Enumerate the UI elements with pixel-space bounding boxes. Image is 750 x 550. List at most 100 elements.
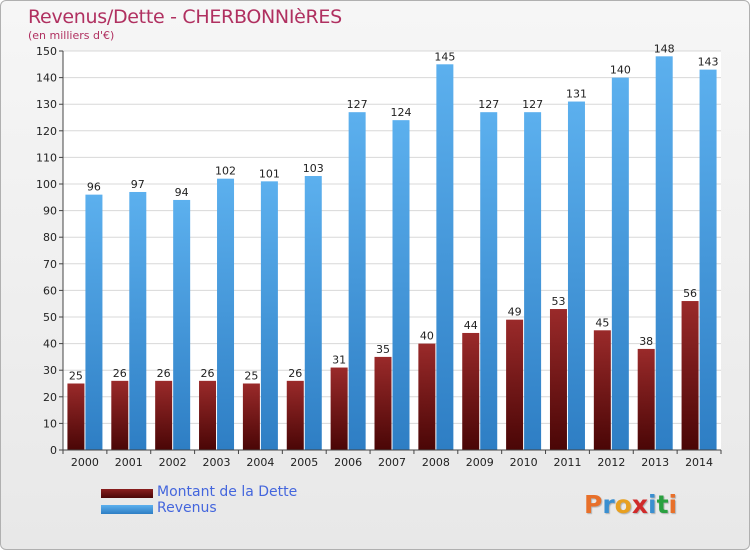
data-label-dette: 26 (288, 367, 302, 380)
y-tick-label: 30 (43, 364, 57, 377)
data-label-revenus: 143 (698, 56, 719, 69)
x-tick-label: 2014 (685, 456, 713, 469)
bar-dette (374, 356, 392, 450)
logo-letter: x (631, 490, 648, 519)
logo-letter: i (668, 490, 678, 519)
y-tick-label: 60 (43, 284, 57, 297)
y-tick-label: 0 (50, 444, 57, 457)
bar-revenus (436, 64, 454, 451)
y-tick-label: 10 (43, 417, 57, 430)
bar-revenus (480, 112, 498, 451)
data-label-revenus: 131 (566, 88, 587, 101)
bar-revenus (348, 112, 366, 451)
x-tick-label: 2008 (422, 456, 450, 469)
x-tick-label: 2004 (246, 456, 274, 469)
x-tick-label: 2007 (378, 456, 406, 469)
data-label-dette: 26 (157, 367, 171, 380)
data-label-revenus: 127 (478, 98, 499, 111)
x-tick-label: 2006 (334, 456, 362, 469)
bar-dette (637, 348, 655, 450)
data-label-dette: 31 (332, 354, 346, 367)
bar-revenus (85, 194, 103, 450)
data-label-revenus: 145 (434, 50, 455, 63)
legend-swatch-dette (101, 489, 153, 498)
data-label-dette: 25 (244, 370, 258, 383)
data-label-revenus: 96 (87, 181, 101, 194)
bar-revenus (260, 181, 278, 450)
y-tick-label: 120 (36, 125, 57, 138)
data-label-dette: 56 (683, 287, 697, 300)
data-label-revenus: 94 (175, 186, 189, 199)
y-tick-label: 110 (36, 151, 57, 164)
bar-revenus (173, 199, 191, 450)
legend-label-revenus: Revenus (157, 500, 217, 516)
data-label-revenus: 127 (347, 98, 368, 111)
data-label-revenus: 101 (259, 167, 280, 180)
x-tick-label: 2005 (290, 456, 318, 469)
y-tick-label: 150 (36, 45, 57, 58)
x-tick-label: 2013 (641, 456, 669, 469)
bar-dette (111, 380, 129, 450)
bar-dette (286, 380, 304, 450)
bar-dette (155, 380, 173, 450)
data-label-revenus: 97 (131, 178, 145, 191)
x-tick-label: 2012 (597, 456, 625, 469)
data-label-revenus: 148 (654, 42, 675, 55)
plot-area (63, 51, 721, 450)
legend-label-dette: Montant de la Dette (157, 484, 298, 500)
data-label-revenus: 124 (391, 106, 412, 119)
proxiti-logo: Proxiti (584, 490, 677, 519)
y-tick-label: 130 (36, 98, 57, 111)
logo-letter: t (656, 490, 669, 519)
data-label-revenus: 127 (522, 98, 543, 111)
bar-revenus (217, 178, 235, 450)
bar-dette (418, 343, 436, 450)
x-tick-label: 2009 (466, 456, 494, 469)
bar-revenus (392, 120, 410, 450)
y-tick-label: 90 (43, 205, 57, 218)
logo-letter: P (584, 490, 603, 519)
data-label-dette: 35 (376, 343, 390, 356)
data-label-revenus: 140 (610, 64, 631, 77)
y-tick-label: 50 (43, 311, 57, 324)
x-tick-label: 2010 (510, 456, 538, 469)
data-label-dette: 25 (69, 370, 83, 383)
bar-revenus (611, 77, 629, 450)
bar-revenus (699, 69, 717, 451)
bar-revenus (655, 56, 673, 450)
data-label-dette: 44 (464, 319, 478, 332)
x-tick-label: 2001 (115, 456, 143, 469)
x-tick-label: 2011 (553, 456, 581, 469)
data-label-revenus: 102 (215, 165, 236, 178)
bar-dette (330, 367, 348, 450)
bar-dette (593, 330, 611, 450)
bar-dette (462, 332, 480, 450)
bar-dette (242, 383, 260, 450)
bar-dette (506, 319, 524, 450)
logo-letter: r (602, 490, 615, 519)
data-label-revenus: 103 (303, 162, 324, 175)
data-label-dette: 45 (595, 316, 609, 329)
data-label-dette: 40 (420, 330, 434, 343)
x-tick-label: 2003 (203, 456, 231, 469)
bar-dette (681, 301, 699, 450)
chart-subtitle: (en milliers d'€) (28, 29, 115, 42)
data-label-dette: 38 (639, 335, 653, 348)
logo-letter: o (614, 490, 632, 519)
data-label-dette: 26 (201, 367, 215, 380)
y-tick-label: 70 (43, 258, 57, 271)
bar-dette (549, 309, 567, 450)
bar-revenus (524, 112, 542, 451)
x-tick-label: 2000 (71, 456, 99, 469)
data-label-dette: 49 (508, 306, 522, 319)
chart-title: Revenus/Dette - CHERBONNIèRES (28, 6, 342, 28)
data-label-dette: 26 (113, 367, 127, 380)
y-tick-label: 20 (43, 391, 57, 404)
y-tick-label: 100 (36, 178, 57, 191)
y-tick-label: 80 (43, 231, 57, 244)
data-label-dette: 53 (551, 295, 565, 308)
y-tick-label: 40 (43, 338, 57, 351)
logo-letter: i (648, 490, 657, 519)
